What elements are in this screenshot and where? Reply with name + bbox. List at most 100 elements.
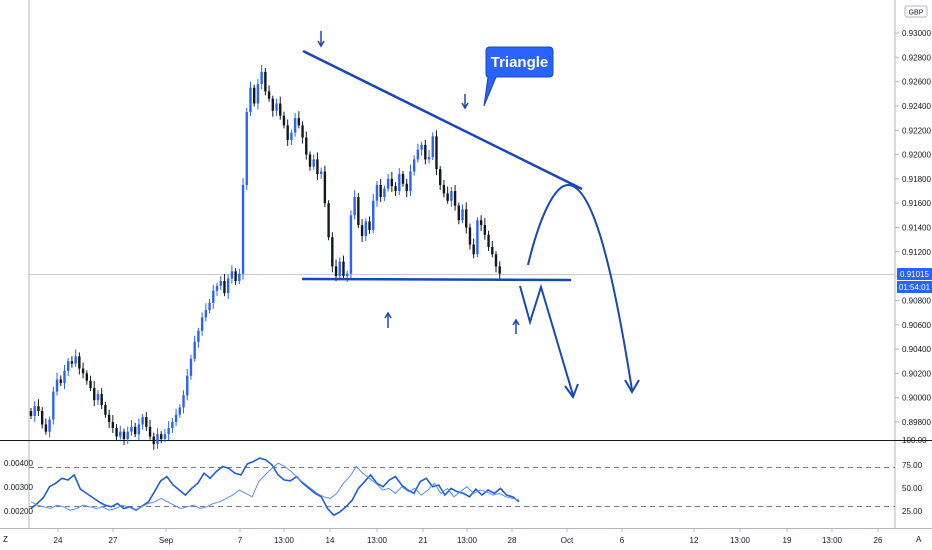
arrow-up-icon <box>384 311 392 328</box>
time-tick-label: 21 <box>419 536 428 545</box>
currency-label: GBP <box>909 10 924 17</box>
price-tick-label: 0.89800 <box>902 418 931 427</box>
arrow-down-icon <box>317 31 325 48</box>
price-tick-label: 0.92800 <box>902 53 931 62</box>
candle-body <box>297 118 301 126</box>
candle-body <box>171 422 174 429</box>
candle-body <box>115 428 118 437</box>
price-tick-label: 0.91800 <box>902 175 931 184</box>
price-tick-label: 0.91600 <box>902 199 931 208</box>
candle-body <box>52 391 55 420</box>
candle-body <box>305 137 308 155</box>
candle-body <box>133 426 137 435</box>
triangle-support-line[interactable] <box>301 277 572 282</box>
candle-body <box>386 178 390 189</box>
candle-body <box>364 221 367 237</box>
oscillator-right-tick: 25.00 <box>902 507 923 516</box>
oscillator-series <box>30 457 520 517</box>
oscillator-left-tick: 0.00200 <box>4 507 33 516</box>
arrow-up-icon <box>512 318 520 334</box>
candle-body <box>197 330 200 342</box>
price-tick-label: 0.90200 <box>902 369 931 378</box>
candle-body <box>145 417 148 427</box>
time-tick-label: Oct <box>561 536 574 545</box>
candle-body <box>465 209 468 228</box>
candle-body <box>219 280 222 286</box>
candle-body <box>301 125 304 138</box>
triangle-callout[interactable]: Triangle <box>483 46 554 107</box>
price-axis[interactable]: 0.93000 0.92800 0.92600 0.92400 0.92200 0.920… <box>895 29 931 427</box>
candle-body <box>111 422 115 429</box>
candle-body <box>70 361 74 364</box>
candle-body <box>78 356 81 369</box>
time-tick-label: 24 <box>54 536 63 545</box>
candle-body <box>107 414 111 422</box>
bar-countdown: 01:54:01 <box>899 283 931 292</box>
z-icon[interactable]: Z <box>3 535 8 544</box>
last-price-value: 0.91015 <box>900 270 929 279</box>
projection-bullish-then-bearish-path[interactable] <box>527 183 633 391</box>
candle-body <box>398 174 401 192</box>
time-tick-label: 19 <box>783 536 792 545</box>
candle-body <box>264 71 267 92</box>
candle-body <box>137 424 141 435</box>
oscillator-left-tick: 0.00400 <box>4 459 33 468</box>
last-price-tag: 0.91015 01:54:01 <box>897 268 932 293</box>
time-tick-label: 12 <box>690 536 699 545</box>
oscillator-right-tick: 50.00 <box>902 484 923 493</box>
candle-body <box>483 225 487 235</box>
candle-body <box>420 144 423 150</box>
candle-body <box>215 285 219 291</box>
candle-body <box>316 159 319 175</box>
triangle-drawing[interactable] <box>301 49 583 282</box>
candle-body <box>442 184 446 194</box>
candle-body <box>186 375 189 396</box>
price-tick-label: 0.92000 <box>902 151 931 160</box>
auto-scale-icon[interactable]: A <box>916 535 922 544</box>
candle-body <box>193 341 196 359</box>
price-tick-label: 0.90400 <box>902 345 931 354</box>
oscillator-line-signal <box>30 462 520 511</box>
candle-body <box>226 278 230 294</box>
candle-body <box>468 227 472 245</box>
candle-body <box>349 215 353 274</box>
candle-body <box>279 103 282 116</box>
price-tick-label: 0.90800 <box>902 296 931 305</box>
candle-body <box>100 394 103 405</box>
arrowhead-icon <box>564 383 579 400</box>
candle-body <box>461 209 464 221</box>
candle-body <box>476 220 479 255</box>
currency-badge[interactable]: GBP <box>904 5 928 18</box>
candle-body <box>498 266 501 274</box>
oscillator-right-axis: 100.00 75.00 50.00 25.00 <box>902 436 927 516</box>
time-tick-label: 6 <box>620 536 625 545</box>
candle-body <box>104 404 107 415</box>
candle-body <box>267 91 271 99</box>
candle-body <box>89 380 92 388</box>
time-tick-label: 13:00 <box>274 536 295 545</box>
price-tick-label: 0.92600 <box>902 78 931 87</box>
candle-body <box>453 191 457 206</box>
projection-bearish-path[interactable] <box>519 283 574 396</box>
candle-body <box>63 370 66 384</box>
time-tick-label: 13:00 <box>822 536 843 545</box>
oscillator-left-axis: 0.00400 0.00300 0.00200 <box>4 459 33 516</box>
candle-body <box>212 290 215 303</box>
price-tick-label: 0.92400 <box>902 102 931 111</box>
time-axis[interactable]: 24 27 Sep 7 13:00 14 13:00 21 13:00 28 Oct 6 12 13:00… <box>54 528 883 545</box>
candle-body <box>55 379 59 392</box>
candle-body <box>156 434 159 444</box>
callout-label: Triangle <box>491 54 549 71</box>
candle-body <box>450 191 453 201</box>
candle-body <box>346 273 349 277</box>
triangle-upper-trendline[interactable] <box>302 49 583 191</box>
candle-body <box>424 144 427 160</box>
oscillator-line-main <box>30 457 520 517</box>
price-tick-label: 0.92200 <box>902 126 931 135</box>
candle-body <box>427 156 431 160</box>
candle-body <box>372 200 375 230</box>
oscillator-right-tick: 75.00 <box>902 461 923 470</box>
candle-body <box>119 431 122 437</box>
projection-paths[interactable] <box>519 183 640 400</box>
